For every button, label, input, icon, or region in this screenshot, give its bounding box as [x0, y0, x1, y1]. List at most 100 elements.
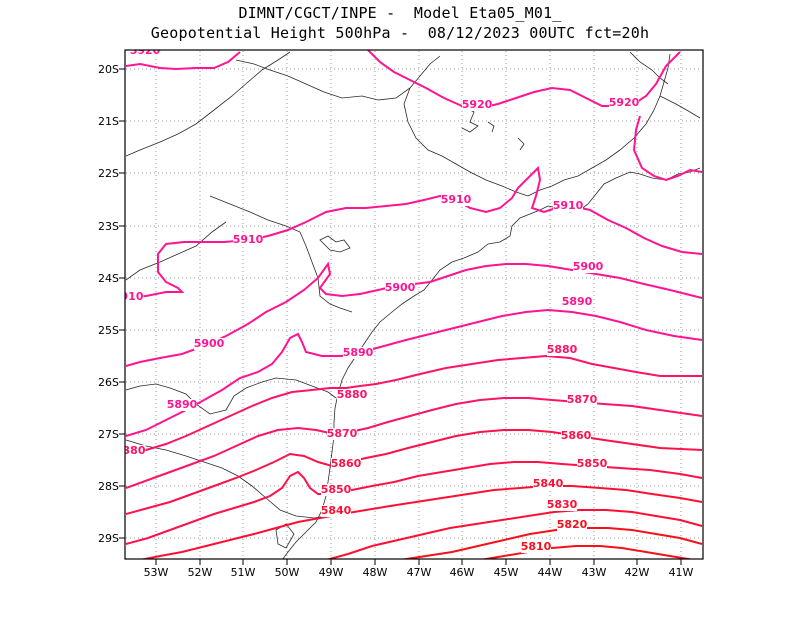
contour-label-5850: 5850 — [577, 457, 608, 470]
lon-label-46w: 46W — [450, 566, 475, 579]
contour-label-5910: 5910 — [441, 193, 472, 206]
border-sp-mg — [403, 87, 529, 197]
coast-inlet-4 — [517, 137, 525, 151]
contour-label-bg — [331, 458, 361, 470]
coast-inlet — [319, 235, 351, 253]
border-sc-rs — [125, 439, 327, 519]
lat-label-20s: 20S — [98, 63, 119, 76]
lon-label-45w: 45W — [494, 566, 519, 579]
coast-inlet-3 — [487, 121, 495, 133]
contour-5920-loop — [632, 115, 703, 182]
lat-label-22s: 22S — [98, 167, 119, 180]
axis-ticks — [119, 68, 682, 565]
contour-label-5910: 5910 — [553, 199, 584, 212]
lon-label-49w: 49W — [319, 566, 344, 579]
contour-label-bg — [561, 430, 591, 442]
contour-label-5840: 5840 — [321, 504, 352, 517]
contour-label-5910: 910 — [121, 290, 144, 303]
contour-label-5840: 5840 — [533, 477, 564, 490]
contour-label-5870: 5870 — [567, 393, 598, 406]
border-northeast — [629, 51, 669, 85]
contour-labels: 5920 5920 5920 5910 5910 5910 910 5900 5900 5900 5… — [121, 44, 640, 553]
lat-label-26s: 26S — [98, 376, 119, 389]
chart-subtitle: Geopotential Height 500hPa - 08/12/2023 … — [150, 24, 650, 42]
coast-inlet-2 — [461, 107, 479, 133]
border-mg-es — [645, 53, 671, 125]
contour-5820 — [399, 527, 703, 559]
contour-label-5900: 5900 — [385, 281, 416, 294]
lat-label-29s: 29S — [98, 532, 119, 545]
contour-label-bg — [547, 344, 577, 356]
border-ms-pr — [125, 221, 227, 281]
lon-label-44w: 44W — [538, 566, 563, 579]
contour-label-5830: 5830 — [547, 498, 578, 511]
lat-label-28s: 28S — [98, 480, 119, 493]
contour-label-5900: 5900 — [194, 337, 225, 350]
contour-label-5820: 5820 — [557, 518, 588, 531]
contour-5920-west — [125, 51, 241, 71]
contour-label-bg — [553, 200, 583, 212]
contour-5830 — [325, 509, 703, 559]
contour-label-bg — [567, 394, 597, 406]
contour-label-bg — [194, 338, 224, 350]
contour-label-5870: 5870 — [327, 427, 358, 440]
lat-label-27s: 27S — [98, 428, 119, 441]
contour-label-5900: 5900 — [573, 260, 604, 273]
contour-5880 — [125, 354, 702, 457]
contour-label-5850: 5850 — [321, 483, 352, 496]
contour-label-bg — [125, 445, 146, 457]
border-north-1 — [125, 51, 291, 157]
contour-label-bg — [321, 505, 351, 517]
contour-label-bg — [562, 296, 592, 308]
contour-label-5920: 5920 — [462, 98, 493, 111]
lon-label-43w: 43W — [582, 566, 607, 579]
contour-label-bg — [577, 458, 607, 470]
lat-label-21s: 21S — [98, 115, 119, 128]
coastline — [282, 167, 701, 559]
contour-5840 — [139, 485, 703, 559]
border-north-2 — [235, 55, 441, 101]
lon-label-42w: 42W — [625, 566, 650, 579]
contour-label-bg — [167, 399, 197, 411]
contour-label-bg — [462, 99, 492, 111]
contour-5870 — [125, 397, 703, 489]
contour-lines — [125, 50, 703, 559]
border-mg-rj — [527, 123, 647, 197]
contour-label-bg — [533, 478, 563, 490]
lat-tick-labels: 20S 21S 22S 23S 24S 25S 26S 27S 28S 29S — [98, 63, 119, 545]
lat-label-24s: 24S — [98, 272, 119, 285]
contour-5920-east — [367, 50, 681, 110]
lon-tick-labels: 53W 52W 51W 50W 49W 48W 47W 46W 45W 44W … — [144, 566, 694, 579]
contour-label-5880: 5880 — [547, 343, 578, 356]
border-pr-sp — [209, 195, 353, 313]
contour-label-bg — [547, 499, 577, 511]
contour-label-5880: 5880 — [337, 388, 368, 401]
contour-label-bg — [125, 291, 144, 303]
contour-label-bg — [385, 282, 415, 294]
lon-label-41w: 41W — [669, 566, 694, 579]
plot-frame — [124, 49, 704, 560]
contour-label-bg — [521, 541, 551, 553]
contour-label-bg — [327, 428, 357, 440]
contour-label-bg — [337, 389, 367, 401]
contour-label-5810: 5810 — [521, 540, 552, 553]
lon-label-48w: 48W — [363, 566, 388, 579]
contour-label-5880: 380 — [123, 444, 146, 457]
contour-label-5860: 5860 — [561, 429, 592, 442]
contour-label-5890: 5890 — [562, 295, 593, 308]
contour-label-bg — [441, 194, 471, 206]
lon-label-51w: 51W — [231, 566, 256, 579]
contour-5890 — [125, 308, 703, 437]
contour-label-5860: 5860 — [331, 457, 362, 470]
contour-label-5920: 5920 — [130, 44, 161, 57]
contour-label-bg — [573, 261, 603, 273]
lat-label-23s: 23S — [98, 220, 119, 233]
contour-label-bg — [321, 484, 351, 496]
lat-label-25s: 25S — [98, 324, 119, 337]
contour-label-5890: 5890 — [343, 346, 374, 359]
contour-label-bg — [609, 97, 639, 109]
lon-label-50w: 50W — [275, 566, 300, 579]
contour-label-bg — [130, 50, 160, 57]
contour-5810 — [479, 545, 695, 559]
